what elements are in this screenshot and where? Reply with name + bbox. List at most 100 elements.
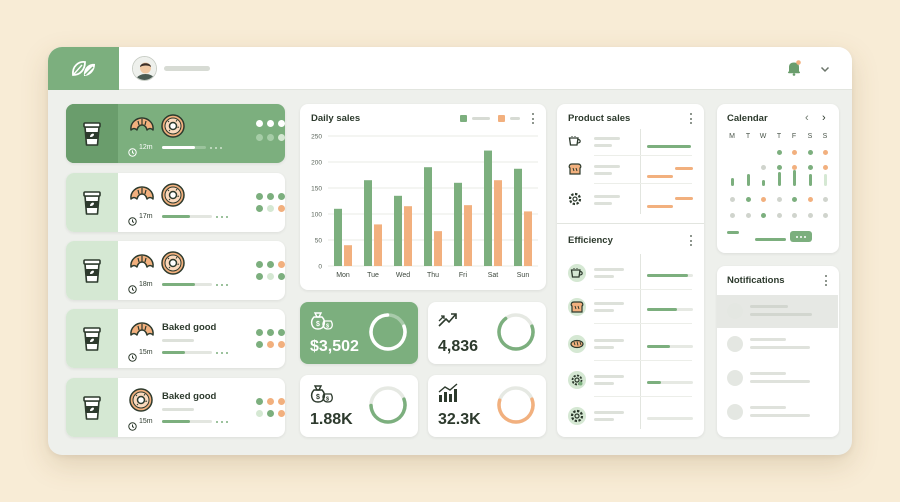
order-card[interactable]: Baked good 15m [66, 309, 285, 368]
calendar-day-dot[interactable] [776, 150, 782, 155]
notification-item[interactable] [717, 362, 838, 395]
coffee-cup-icon [568, 264, 586, 282]
bar-green[interactable] [364, 180, 372, 266]
status-dots-bottom [256, 134, 285, 141]
calendar-day-dot[interactable] [822, 150, 828, 155]
calendar-day-dot[interactable] [822, 165, 828, 170]
calendar-day-dot[interactable] [729, 197, 735, 202]
bar-orange[interactable] [404, 206, 412, 266]
calendar-day-bar[interactable] [761, 180, 765, 186]
calendar-day-dot[interactable] [776, 197, 782, 202]
daily-sales-chart: 0 50 100 150 200 250 Mon Tue Wed Thu Fri Sat Sun [311, 134, 538, 279]
kpi-card[interactable]: 4,836 [428, 302, 546, 364]
calendar-day-dot[interactable] [807, 150, 813, 155]
notification-item[interactable] [717, 396, 838, 429]
notification-title-placeholder [750, 305, 788, 308]
calendar-day-dot[interactable] [791, 165, 797, 170]
legend-orange-swatch [498, 115, 505, 122]
product-sales-menu-icon[interactable] [689, 113, 692, 124]
efficiency-menu-icon[interactable] [689, 235, 692, 246]
calendar-day-bar[interactable] [792, 170, 796, 186]
bar-orange[interactable] [374, 224, 382, 266]
y-tick-label: 100 [311, 212, 322, 219]
calendar-day-dot[interactable] [729, 213, 735, 218]
daily-sales-menu-icon[interactable] [531, 113, 534, 124]
calendar-day-dot[interactable] [791, 213, 797, 218]
calendar-more-button[interactable] [790, 231, 812, 242]
calendar-day-dot[interactable] [791, 150, 797, 155]
calendar-day-dot[interactable] [760, 165, 766, 170]
bar-green[interactable] [424, 167, 432, 266]
bar-green[interactable] [514, 168, 522, 266]
bar-orange[interactable] [494, 180, 502, 266]
efficiency-sub-placeholder [594, 382, 614, 385]
order-card[interactable]: Baked good 15m [66, 378, 285, 437]
order-progress-bar [162, 215, 212, 218]
bar-green[interactable] [334, 208, 342, 266]
x-tick-label: Mon [336, 272, 350, 279]
bar-orange[interactable] [524, 211, 532, 266]
calendar-day-dot[interactable] [776, 213, 782, 218]
baguette-icon [568, 335, 586, 353]
weekday-label: F [791, 133, 797, 140]
settings-icon [568, 371, 586, 389]
calendar-day-dot[interactable] [822, 213, 828, 218]
calendar-day-dot[interactable] [745, 197, 751, 202]
chevron-down-icon[interactable] [819, 62, 831, 80]
notifications-menu-icon[interactable] [824, 275, 827, 286]
calendar-day-bar[interactable] [730, 178, 734, 186]
order-card[interactable]: 12m [66, 104, 285, 163]
donut-icon [128, 387, 154, 418]
product-sub-placeholder [594, 202, 612, 205]
product-sales-bar [647, 145, 691, 148]
trending-up-icon [436, 309, 460, 336]
calendar-day-dot[interactable] [745, 213, 751, 218]
leaf-logo-icon[interactable] [48, 47, 119, 90]
user-avatar[interactable] [132, 56, 157, 81]
calendar-day-bar[interactable] [808, 174, 812, 186]
calendar-day-dot[interactable] [807, 197, 813, 202]
product-name-placeholder [594, 165, 620, 168]
order-card[interactable]: 18m [66, 241, 285, 300]
kpi-card[interactable]: $ $ 1.88K [300, 375, 418, 437]
weekday-label: W [759, 133, 767, 140]
coffee-cup-icon [568, 134, 582, 152]
efficiency-title: Efficiency [568, 235, 613, 246]
calendar-day-dot[interactable] [807, 213, 813, 218]
x-tick-label: Tue [367, 272, 379, 279]
kpi-card[interactable]: $ $ $3,502 [300, 302, 418, 364]
bar-orange[interactable] [344, 245, 352, 266]
calendar-day-bar[interactable] [746, 174, 750, 186]
bar-orange[interactable] [464, 205, 472, 266]
order-time: 15m [139, 349, 153, 356]
bar-green[interactable] [454, 182, 462, 266]
calendar-day-dot[interactable] [760, 197, 766, 202]
bar-orange[interactable] [434, 231, 442, 266]
y-tick-label: 0 [318, 264, 322, 271]
efficiency-track [647, 345, 693, 348]
calendar-day-dot[interactable] [791, 197, 797, 202]
x-tick-label: Fri [459, 272, 468, 279]
donut-icon [160, 250, 186, 281]
calendar-day-dot[interactable] [760, 213, 766, 218]
status-dots-bottom [256, 410, 285, 417]
notification-item[interactable] [717, 295, 838, 328]
efficiency-name-placeholder [594, 302, 624, 305]
bar-green[interactable] [484, 150, 492, 266]
notification-item[interactable] [717, 328, 838, 361]
kpi-card[interactable]: 32.3K [428, 375, 546, 437]
calendar-day-dot[interactable] [807, 165, 813, 170]
bar-green[interactable] [394, 195, 402, 266]
calendar-day-dot[interactable] [776, 165, 782, 170]
calendar-next-icon[interactable]: › [822, 112, 826, 124]
calendar-day-bar[interactable] [777, 172, 781, 186]
order-card[interactable]: 17m [66, 173, 285, 232]
calendar-day-bar[interactable] [823, 174, 827, 186]
calendar-prev-icon[interactable]: ‹ [805, 112, 809, 124]
calendar-day-dot[interactable] [822, 197, 828, 202]
donut-icon [160, 182, 186, 213]
order-subtitle-placeholder [162, 408, 194, 411]
notifications-card: Notifications [717, 266, 839, 437]
notification-body-placeholder [750, 346, 810, 349]
bell-icon[interactable] [787, 60, 801, 81]
